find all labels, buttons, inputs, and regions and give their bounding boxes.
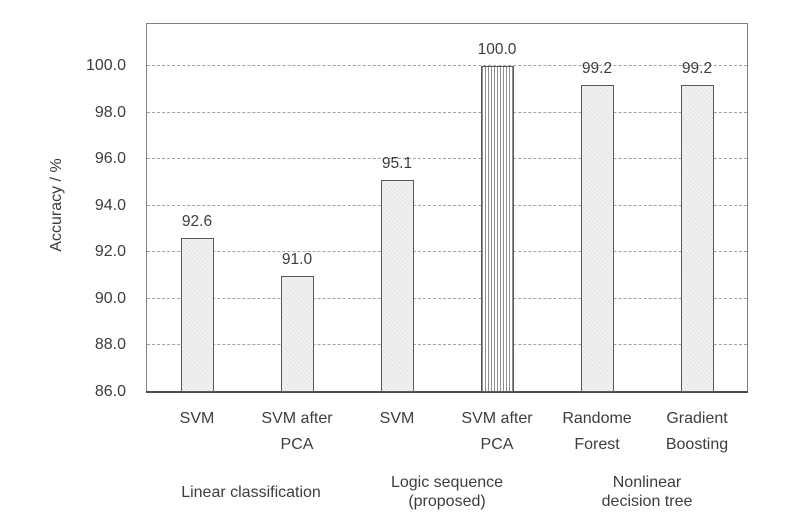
gridline-88.0 — [147, 344, 747, 346]
bar-3-svm — [380, 180, 414, 392]
group-label-line: Logic sequence — [390, 474, 504, 491]
plot-area — [146, 23, 748, 393]
category-label-line: Boosting — [665, 436, 729, 453]
bar-5-randome-forest — [580, 84, 614, 392]
bar-4-svm-after-pca — [480, 65, 514, 392]
value-label-95.1: 95.1 — [381, 155, 413, 173]
y-tick-label-98.0: 98.0 — [94, 103, 126, 121]
category-label-line: SVM after — [461, 410, 533, 427]
bar-1-svm — [180, 238, 214, 392]
category-label-2: SVM after PCA — [241, 406, 353, 458]
category-label-6: Gradient Boosting — [641, 406, 753, 458]
y-tick-label-92.0: 92.0 — [94, 243, 126, 261]
y-tick-label-88.0: 88.0 — [94, 336, 126, 354]
category-label-line: SVM — [179, 410, 215, 427]
category-label-1: SVM — [141, 406, 253, 432]
y-tick-label-90.0: 90.0 — [94, 289, 126, 307]
group-label-2: Logic sequence (proposed) — [327, 468, 567, 516]
category-label-3: SVM — [341, 406, 453, 432]
category-label-line: PCA — [480, 436, 514, 453]
category-label-line: SVM — [379, 410, 415, 427]
value-label-99.2: 99.2 — [581, 59, 613, 77]
gridline-98.0 — [147, 111, 747, 113]
y-tick-label-94.0: 94.0 — [94, 196, 126, 214]
value-label-91.0: 91.0 — [281, 250, 313, 268]
category-label-line: SVM after — [261, 410, 333, 427]
category-label-4: SVM after PCA — [441, 406, 553, 458]
gridline-96.0 — [147, 158, 747, 160]
bar-2-svm-after-pca — [280, 275, 314, 392]
y-tick-label-100.0: 100.0 — [85, 56, 126, 74]
category-label-line: PCA — [280, 436, 314, 453]
y-tick-label-86.0: 86.0 — [94, 383, 126, 400]
group-label-line: decision tree — [601, 493, 693, 510]
bar-6-gradient-boosting — [680, 84, 714, 392]
category-label-line: Randome — [562, 410, 632, 427]
gridline-100.0 — [147, 64, 747, 66]
group-label-line: Nonlinear — [612, 474, 682, 491]
value-label-99.2: 99.2 — [681, 59, 713, 77]
group-label-3: Nonlinear decision tree — [527, 468, 767, 516]
gridline-92.0 — [147, 251, 747, 253]
y-tick-label-96.0: 96.0 — [94, 150, 126, 168]
group-label-1: Linear classification — [131, 468, 371, 516]
category-label-5: Randome Forest — [541, 406, 653, 458]
value-label-92.6: 92.6 — [181, 213, 213, 231]
gridline-94.0 — [147, 204, 747, 206]
category-label-line: Gradient — [666, 410, 728, 427]
category-label-line: Forest — [574, 436, 620, 453]
x-axis-line — [146, 391, 748, 393]
group-label-line: (proposed) — [408, 493, 486, 510]
group-label-line: Linear classification — [181, 483, 321, 501]
gridline-90.0 — [147, 297, 747, 299]
value-label-100.0: 100.0 — [477, 40, 517, 58]
